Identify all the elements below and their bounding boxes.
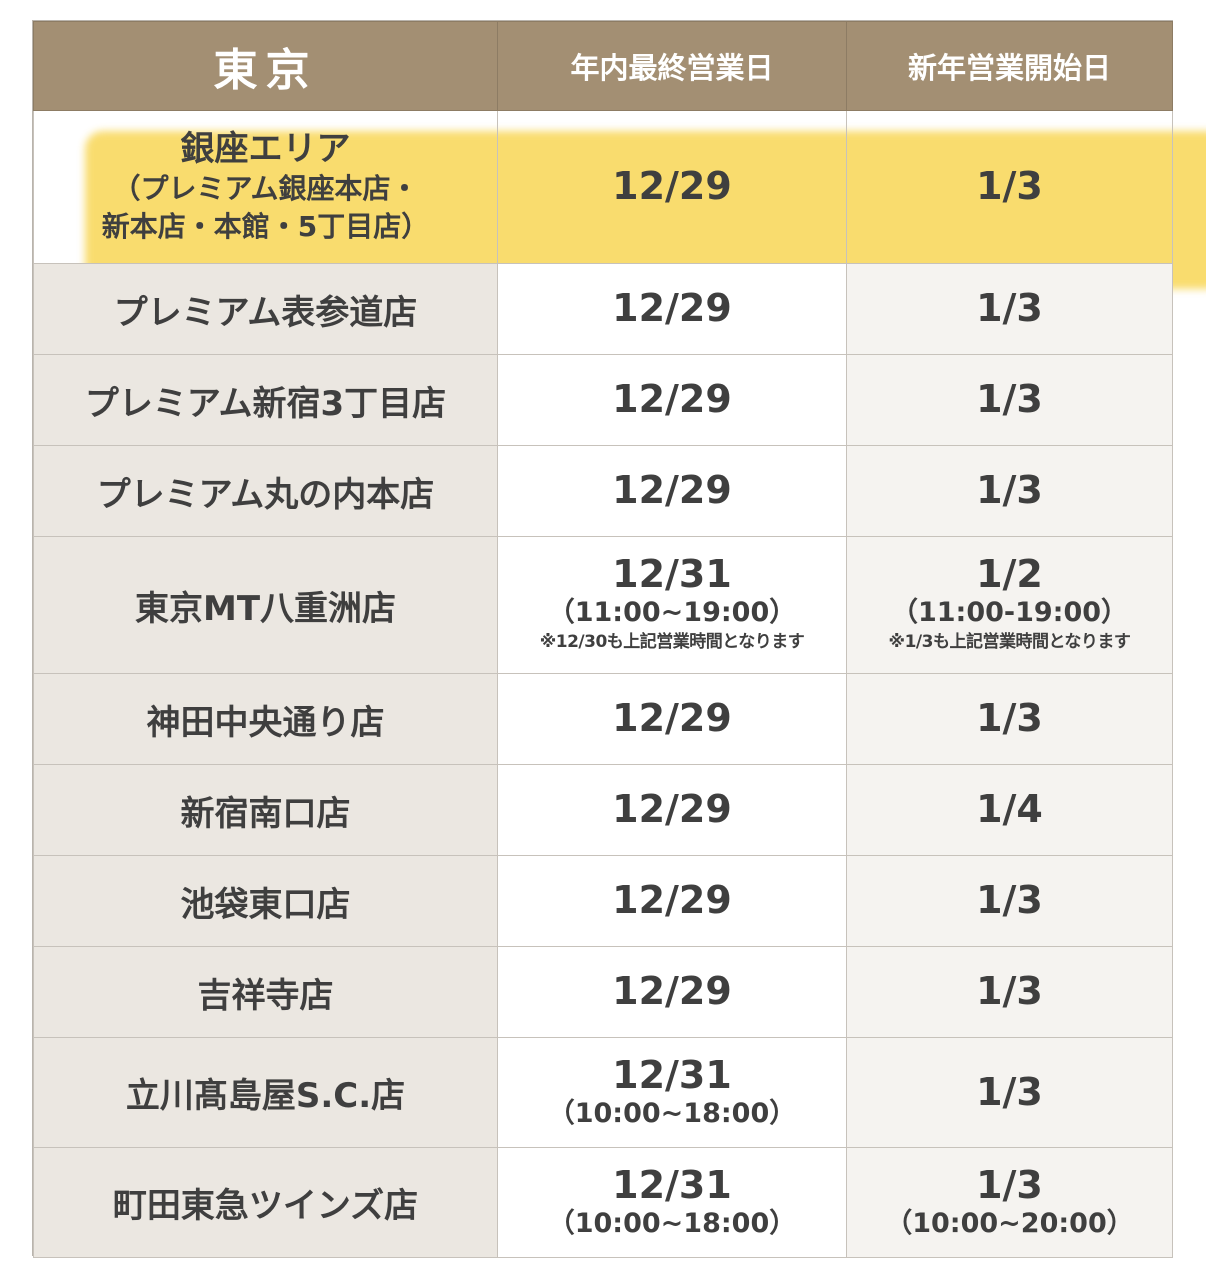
- last-day-cell: 12/29: [497, 764, 847, 856]
- store-branches: 新本店・本館・5丁目店）: [101, 210, 430, 244]
- store-name-cell: プレミアム丸の内本店: [33, 445, 498, 537]
- first-day-date: 1/3: [976, 696, 1043, 741]
- store-name-cell: 町田東急ツインズ店: [33, 1147, 498, 1258]
- last-day-date: 12/29: [612, 286, 732, 331]
- first-day-cell: 1/4: [846, 764, 1173, 856]
- first-day-cell: 1/3: [846, 1037, 1173, 1148]
- table-row: 立川髙島屋S.C.店 12/31 （10:00~18:00） 1/3: [33, 1037, 1173, 1148]
- last-day-cell: 12/29: [497, 673, 847, 765]
- first-day-cell: 1/3 （10:00~20:00）: [846, 1147, 1173, 1258]
- last-day-date: 12/31: [612, 552, 732, 597]
- store-name-cell: プレミアム表参道店: [33, 263, 498, 355]
- last-day-date: 12/29: [612, 696, 732, 741]
- first-day-date: 1/4: [976, 787, 1043, 832]
- first-day-cell: 1/3: [846, 946, 1173, 1038]
- store-name: 銀座エリア: [180, 128, 351, 169]
- last-day-date: 12/31: [612, 1052, 732, 1097]
- last-day-cell: 12/29: [497, 445, 847, 537]
- last-day-cell: 12/29: [497, 263, 847, 355]
- last-day-date: 12/31: [612, 1162, 732, 1207]
- last-day-cell: 12/29: [497, 946, 847, 1038]
- last-day-cell: 12/29: [497, 855, 847, 947]
- first-day-cell: 1/3: [846, 110, 1173, 264]
- table-row: 池袋東口店 12/29 1/3: [33, 855, 1173, 947]
- last-day-cell: 12/29: [497, 354, 847, 446]
- first-day-date: 1/3: [976, 468, 1043, 513]
- first-day-cell: 1/3: [846, 855, 1173, 947]
- table-row: 新宿南口店 12/29 1/4: [33, 764, 1173, 856]
- first-day-cell: 1/2 （11:00-19:00） ※1/3も上記営業時間となります: [846, 536, 1173, 674]
- store-name-cell: 神田中央通り店: [33, 673, 498, 765]
- table-row: プレミアム丸の内本店 12/29 1/3: [33, 445, 1173, 537]
- table-row: プレミアム新宿3丁目店 12/29 1/3: [33, 354, 1173, 446]
- table-row: 吉祥寺店 12/29 1/3: [33, 946, 1173, 1038]
- first-day-cell: 1/3: [846, 445, 1173, 537]
- store-name-cell: 東京MT八重洲店: [33, 536, 498, 674]
- last-day-header: 年内最終営業日: [497, 21, 847, 111]
- first-day-header: 新年営業開始日: [846, 21, 1173, 111]
- last-day-cell: 12/31 （11:00~19:00） ※12/30も上記営業時間となります: [497, 536, 847, 674]
- first-day-date: 1/3: [976, 878, 1043, 923]
- last-day-date: 12/29: [612, 787, 732, 832]
- store-name-cell: 池袋東口店: [33, 855, 498, 947]
- first-day-cell: 1/3: [846, 263, 1173, 355]
- region-header: 東京: [33, 21, 498, 111]
- first-day-date: 1/3: [976, 164, 1043, 209]
- table-header-row: 東京 年内最終営業日 新年営業開始日: [33, 21, 1173, 111]
- store-name-cell: プレミアム新宿3丁目店: [33, 354, 498, 446]
- table-row: 東京MT八重洲店 12/31 （11:00~19:00） ※12/30も上記営業…: [33, 536, 1173, 674]
- store-name-cell: 立川髙島屋S.C.店: [33, 1037, 498, 1148]
- first-day-date: 1/3: [976, 1069, 1043, 1114]
- first-day-hours: （10:00~20:00）: [885, 1207, 1134, 1239]
- last-day-cell: 12/31 （10:00~18:00）: [497, 1037, 847, 1148]
- store-name-cell: 吉祥寺店: [33, 946, 498, 1038]
- last-day-hours: （10:00~18:00）: [547, 1207, 797, 1239]
- first-day-date: 1/3: [976, 286, 1043, 331]
- table-row: 町田東急ツインズ店 12/31 （10:00~18:00） 1/3 （10:00…: [33, 1147, 1173, 1258]
- holiday-schedule-table-container: 東京 年内最終営業日 新年営業開始日 銀座エリア （プレミアム銀座本店・ 新本店…: [32, 20, 1206, 1258]
- first-day-date: 1/2: [976, 552, 1043, 597]
- last-day-note: ※12/30も上記営業時間となります: [539, 632, 805, 653]
- last-day-date: 12/29: [612, 164, 732, 209]
- store-name-cell: 新宿南口店: [33, 764, 498, 856]
- last-day-hours: （11:00~19:00）: [547, 597, 797, 629]
- first-day-date: 1/3: [976, 377, 1043, 422]
- last-day-date: 12/29: [612, 468, 732, 513]
- last-day-cell: 12/31 （10:00~18:00）: [497, 1147, 847, 1258]
- store-branches: （プレミアム銀座本店・: [112, 172, 419, 206]
- first-day-date: 1/3: [976, 1162, 1043, 1207]
- last-day-hours: （10:00~18:00）: [547, 1097, 797, 1129]
- holiday-schedule-table: 東京 年内最終営業日 新年営業開始日 銀座エリア （プレミアム銀座本店・ 新本店…: [33, 21, 1173, 1258]
- first-day-hours: （11:00-19:00）: [890, 597, 1129, 629]
- first-day-note: ※1/3も上記営業時間となります: [888, 632, 1131, 653]
- table-row: プレミアム表参道店 12/29 1/3: [33, 263, 1173, 355]
- first-day-date: 1/3: [976, 969, 1043, 1014]
- table-row: 銀座エリア （プレミアム銀座本店・ 新本店・本館・5丁目店） 12/29 1/3: [33, 110, 1173, 264]
- last-day-date: 12/29: [612, 878, 732, 923]
- table-row: 神田中央通り店 12/29 1/3: [33, 673, 1173, 765]
- last-day-cell: 12/29: [497, 110, 847, 264]
- store-name-cell: 銀座エリア （プレミアム銀座本店・ 新本店・本館・5丁目店）: [33, 110, 498, 264]
- first-day-cell: 1/3: [846, 673, 1173, 765]
- first-day-cell: 1/3: [846, 354, 1173, 446]
- last-day-date: 12/29: [612, 377, 732, 422]
- last-day-date: 12/29: [612, 969, 732, 1014]
